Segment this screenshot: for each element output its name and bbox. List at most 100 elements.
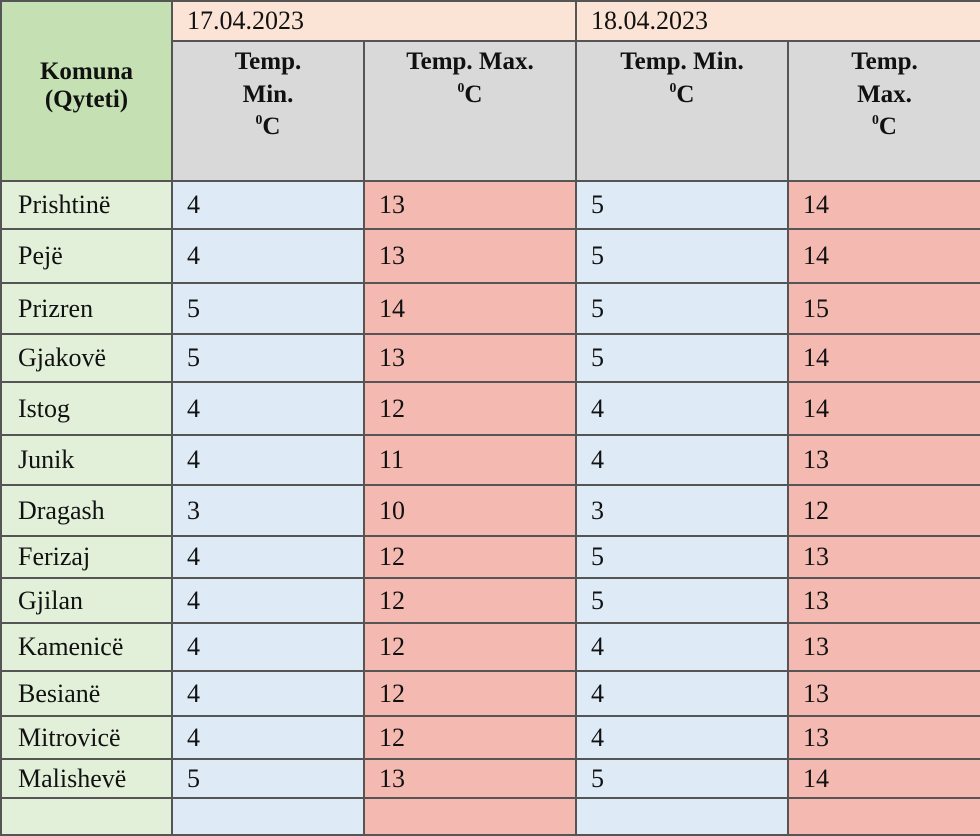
temp-max-18-cell: 13 [787,622,980,672]
empty-cell [575,797,789,836]
city-name: Malishevë [0,758,173,799]
temp-max-17-cell: 13 [363,333,577,383]
temp-min-17-cell: 4 [171,228,365,284]
temp-min-18-cell: 5 [575,577,789,624]
empty-cell [787,797,980,836]
qyteti-label: (Qyteti) [44,86,129,113]
temp-min-18-cell: 5 [575,282,789,335]
temp-max-17-cell: 12 [363,577,577,624]
table-row: Istog 4 12 4 14 [0,381,980,436]
temp-max-18-cell: 13 [787,670,980,717]
table-row: Pejë 4 13 5 14 [0,228,980,284]
unit-label: 0C [872,112,897,140]
temp-min-17-cell: 4 [171,670,365,717]
temp-max-header-1: Temp. Max. 0C [363,40,577,182]
table-row: Kamenicë 4 12 4 13 [0,622,980,672]
temp-max-17-cell: 10 [363,484,577,537]
temp-min-17-cell: 4 [171,715,365,760]
table-row: Ferizaj 4 12 5 13 [0,535,980,579]
temp-max-17-cell: 12 [363,622,577,672]
table-row: Prizren 5 14 5 15 [0,282,980,335]
temp-max-18-cell: 14 [787,228,980,284]
temp-max-18-cell: 12 [787,484,980,537]
unit-label: 0C [669,79,695,108]
temp-min-18-cell: 5 [575,228,789,284]
komuna-label: Komuna [39,58,134,85]
temp-max-18-cell: 13 [787,535,980,579]
city-name: Dragash [0,484,173,537]
temp-min-18-cell: 4 [575,434,789,486]
max-label: Max. [857,80,912,108]
temp-min-17-cell: 4 [171,622,365,672]
temp-max-17-cell: 11 [363,434,577,486]
temp-max-header-2: Temp. Max. 0C [787,40,980,182]
temp-min-header-2: Temp. Min. 0C [575,40,789,182]
min-label: Min. [242,80,294,108]
temp-label: Temp. [234,48,302,75]
temp-min-17-cell: 5 [171,758,365,799]
temp-min-17-cell: 5 [171,282,365,335]
temp-max-18-cell: 14 [787,758,980,799]
date-header-2: 18.04.2023 [575,0,980,42]
temp-max-18-cell: 14 [787,180,980,230]
city-name: Besianë [0,670,173,717]
temp-min-17-cell: 4 [171,535,365,579]
temp-min-17-cell: 4 [171,381,365,436]
temp-min-18-cell: 5 [575,333,789,383]
temp-min-18-cell: 5 [575,535,789,579]
table-row: Besianë 4 12 4 13 [0,670,980,717]
table-row: Junik 4 11 4 13 [0,434,980,486]
city-name: Pejë [0,228,173,284]
city-name: Istog [0,381,173,436]
temp-label: Temp. [851,48,918,75]
empty-cell [363,797,577,836]
empty-row [0,797,980,836]
table-row: Mitrovicë 4 12 4 13 [0,715,980,760]
unit-label: 0C [457,79,483,108]
table-row: Malishevë 5 13 5 14 [0,758,980,799]
temp-max-18-cell: 13 [787,715,980,760]
temp-max-label: Temp. Max. [406,48,534,75]
temp-min-17-cell: 4 [171,434,365,486]
empty-cell [0,797,173,836]
temp-min-18-cell: 4 [575,381,789,436]
temp-min-18-cell: 4 [575,622,789,672]
empty-cell [171,797,365,836]
temp-min-18-cell: 4 [575,670,789,717]
city-name: Gjakovë [0,333,173,383]
temp-max-18-cell: 14 [787,381,980,436]
temp-max-17-cell: 13 [363,228,577,284]
temp-min-17-cell: 4 [171,180,365,230]
city-name: Ferizaj [0,535,173,579]
temp-max-18-cell: 15 [787,282,980,335]
temp-max-17-cell: 13 [363,180,577,230]
temp-min-header-1: Temp. Min. 0C [171,40,365,182]
city-name: Prizren [0,282,173,335]
temp-max-17-cell: 12 [363,381,577,436]
temp-max-17-cell: 12 [363,715,577,760]
temp-max-18-cell: 13 [787,434,980,486]
table-row: Gjakovë 5 13 5 14 [0,333,980,383]
temp-max-17-cell: 12 [363,535,577,579]
unit-label: 0C [255,112,281,140]
temp-max-17-cell: 12 [363,670,577,717]
temp-max-17-cell: 13 [363,758,577,799]
date-header-1: 17.04.2023 [171,0,577,42]
table-row: Dragash 3 10 3 12 [0,484,980,537]
temp-min-17-cell: 3 [171,484,365,537]
temp-min-18-cell: 3 [575,484,789,537]
table-row: Gjilan 4 12 5 13 [0,577,980,624]
komuna-header: Komuna (Qyteti) [0,0,173,182]
temp-min-label: Temp. Min. [620,48,744,75]
temp-max-17-cell: 14 [363,282,577,335]
city-name: Junik [0,434,173,486]
temp-min-18-cell: 5 [575,180,789,230]
temp-min-17-cell: 5 [171,333,365,383]
temp-max-18-cell: 14 [787,333,980,383]
temp-max-18-cell: 13 [787,577,980,624]
temp-min-18-cell: 5 [575,758,789,799]
city-name: Mitrovicë [0,715,173,760]
temp-min-18-cell: 4 [575,715,789,760]
temp-min-17-cell: 4 [171,577,365,624]
